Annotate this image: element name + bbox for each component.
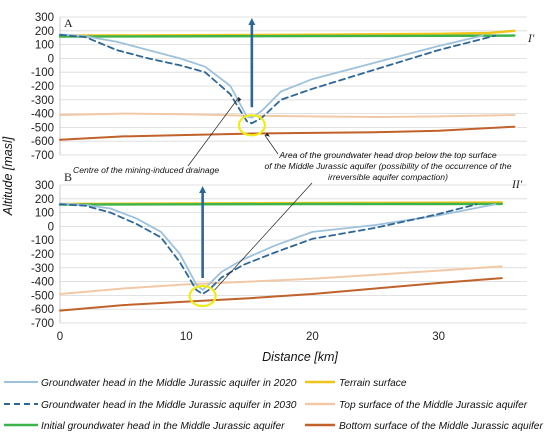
- panel-b-y-tick-label: -600: [31, 304, 54, 316]
- y-axis-title: Altitude [masl]: [1, 136, 15, 216]
- panel-b-y-tick-label: -400: [31, 277, 54, 289]
- panel-a-bottom-surface-line: [59, 125, 516, 141]
- panel-a-drainage-arrowhead: [248, 18, 256, 25]
- panel-a-label: A: [64, 16, 73, 30]
- panel-b-compaction-circle: [188, 284, 217, 308]
- legend-label-2030: Groundwater head in the Middle Jurassic …: [41, 400, 297, 411]
- panel-a-section-label: I': [527, 33, 535, 45]
- x-tick-label: 10: [180, 331, 193, 343]
- compaction-leader-arrowhead: [264, 132, 270, 137]
- panel-b-y-tick-label: -200: [31, 249, 54, 261]
- panel-b-y-tick-label: -700: [31, 318, 54, 330]
- panel-b-y-tick-label: 300: [35, 180, 54, 192]
- x-tick-label: 0: [57, 331, 63, 343]
- panel-a-y-tick-label: -500: [31, 122, 54, 134]
- drainage-leader-arrowhead: [237, 97, 242, 103]
- panel-a-y-tick-label: -600: [31, 136, 54, 148]
- legend-label-initial: Initial groundwater head in the Middle J…: [41, 421, 285, 432]
- panel-a-y-tick-label: -700: [31, 150, 54, 162]
- panel-a-top-surface-line: [59, 112, 516, 118]
- legend-label-2020: Groundwater head in the Middle Jurassic …: [41, 378, 297, 389]
- legend-label-terrain: Terrain surface: [339, 378, 407, 389]
- panel-a-y-tick-label: 200: [35, 26, 54, 38]
- legend-label-top-surface: Top surface of the Middle Jurassic aquif…: [339, 400, 528, 411]
- x-tick-label: 20: [306, 331, 319, 343]
- panel-b-gridlines: [59, 184, 527, 324]
- panel-b-head-2030-line: [59, 203, 478, 295]
- panel-a-compaction-circle: [237, 114, 266, 137]
- panel-a-y-tick-label: 0: [48, 53, 54, 65]
- panel-a-head-2030-line: [59, 34, 497, 125]
- panel-a-series-lines: [58, 29, 516, 141]
- x-tick-labels: 0 10 20 30: [57, 331, 445, 343]
- panel-a-y-tick-label: 100: [35, 40, 54, 52]
- drainage-leader-line: [187, 97, 240, 167]
- panel-b-bottom-surface-line: [59, 277, 503, 312]
- panel-b-y-tick-label: 200: [35, 194, 54, 206]
- annotation-compaction-line-2: of the Middle Jurassic aquifer (possibil…: [265, 161, 512, 171]
- panel-b-y-tick-label: 100: [35, 208, 54, 220]
- panel-b-y-tick-label: -500: [31, 290, 54, 302]
- panel-b-top-surface-line: [59, 265, 503, 295]
- panel-b-initial-head-line: [58, 202, 503, 206]
- panel-b-series-lines: [58, 201, 503, 312]
- compaction-leader-line: [264, 135, 279, 155]
- panel-b-drainage-arrowhead: [199, 186, 207, 193]
- annotation-drainage-centre: Centre of the mining-induced drainage: [73, 165, 219, 175]
- panel-b-y-tick-label: -300: [31, 263, 54, 275]
- panel-a-y-tick-label: -100: [31, 67, 54, 79]
- panel-a-y-tick-label: 300: [35, 12, 54, 24]
- panel-a-initial-head-line: [58, 34, 516, 38]
- panel-a-head-2020-line: [59, 33, 484, 119]
- panel-a-y-tick-label: -300: [31, 95, 54, 107]
- panel-a-y-tick-label: -400: [31, 109, 54, 121]
- annotation-marks: [187, 18, 313, 308]
- legend-label-bottom-surface: Bottom surface of the Middle Jurassic aq…: [339, 421, 543, 432]
- panel-b-y-tick-label: 0: [48, 221, 54, 233]
- compaction-leader-line-b: [214, 182, 313, 291]
- x-axis-title: Distance [km]: [262, 350, 338, 364]
- panel-b-section-label: II': [511, 179, 523, 191]
- annotation-compaction-line-3: irreversible aquifer compaction): [328, 172, 448, 182]
- panel-b-y-tick-label: -100: [31, 235, 54, 247]
- legend: Groundwater head in the Middle Jurassic …: [4, 378, 543, 432]
- x-tick-label: 30: [432, 331, 445, 343]
- panel-b-label: B: [64, 170, 72, 184]
- panel-a-y-tick-label: -200: [31, 81, 54, 93]
- annotation-compaction-line-1: Area of the groundwater head drop below …: [278, 150, 497, 160]
